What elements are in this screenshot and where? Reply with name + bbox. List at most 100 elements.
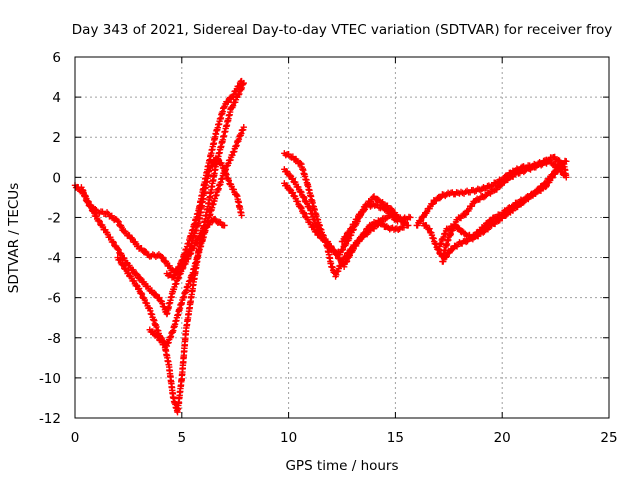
data-point-marker: [138, 290, 146, 298]
y-tick-label: -2: [48, 210, 61, 226]
y-tick-label: -10: [39, 371, 61, 387]
data-point-marker: [282, 151, 289, 159]
data-point-marker: [361, 230, 368, 237]
data-point-marker: [360, 207, 368, 214]
data-point-marker: [298, 205, 305, 212]
x-tick-label: 5: [178, 430, 187, 446]
data-point-marker: [300, 193, 307, 200]
data-point-marker: [460, 229, 467, 236]
chart-title: Day 343 of 2021, Sidereal Day-to-day VTE…: [72, 22, 612, 38]
data-point-marker: [109, 238, 116, 245]
data-point-marker: [96, 218, 103, 225]
data-point-marker: [130, 266, 137, 274]
x-tick-label: 25: [600, 430, 617, 446]
data-point-marker: [436, 194, 444, 202]
data-point-marker: [133, 271, 141, 278]
data-point-marker: [391, 212, 398, 219]
data-point-marker: [361, 206, 368, 213]
data-point-marker: [333, 250, 340, 258]
data-point-marker: [535, 187, 542, 194]
data-point-marker: [128, 234, 135, 241]
data-point-marker: [343, 258, 350, 266]
series-track-5: [163, 77, 245, 281]
data-point-marker: [115, 246, 122, 253]
x-tick-label: 15: [387, 430, 404, 446]
data-point-marker: [330, 247, 338, 254]
data-point-marker: [455, 224, 462, 231]
data-point-marker: [238, 212, 245, 219]
series-track-11: [419, 157, 568, 260]
data-point-marker: [176, 263, 183, 270]
data-point-marker: [171, 272, 178, 279]
data-point-marker: [125, 269, 132, 277]
data-point-marker: [481, 193, 489, 200]
data-point-marker: [295, 183, 302, 191]
data-point-marker: [480, 229, 487, 236]
series-track-13: [439, 160, 570, 265]
data-point-marker: [236, 82, 243, 90]
data-point-marker: [138, 289, 145, 297]
y-tick-label: -12: [39, 411, 61, 427]
data-point-marker: [395, 226, 402, 234]
data-point-marker: [135, 285, 143, 292]
series-track-9: [338, 201, 414, 245]
data-point-marker: [301, 210, 308, 217]
data-point-marker: [550, 171, 557, 178]
data-point-marker: [114, 245, 121, 253]
data-point-marker: [343, 258, 351, 265]
series-track-2: [78, 154, 245, 275]
y-tick-label: 6: [52, 50, 61, 66]
data-point-marker: [175, 264, 183, 271]
data-point-marker: [343, 233, 350, 240]
data-point-marker: [407, 214, 414, 221]
data-point-marker: [115, 218, 122, 225]
data-point-marker: [342, 240, 350, 248]
data-point-marker: [563, 174, 570, 181]
y-tick-label: -6: [48, 291, 61, 307]
data-point-marker: [520, 168, 528, 176]
y-tick-label: 0: [52, 170, 61, 186]
data-point-marker: [366, 221, 373, 229]
data-point-marker: [298, 189, 305, 196]
data-point-marker: [320, 234, 327, 242]
data-point-marker: [110, 239, 117, 246]
data-point-marker: [297, 159, 304, 167]
y-axis-label: SDTVAR / TECUs: [6, 183, 22, 293]
data-point-marker: [132, 270, 140, 277]
data-point-marker: [119, 260, 126, 268]
data-point-marker: [294, 198, 302, 205]
data-point-marker: [312, 228, 320, 235]
data-point-marker: [114, 217, 121, 225]
data-point-marker: [240, 123, 247, 131]
data-point-marker: [238, 77, 245, 85]
data-point-marker: [338, 247, 346, 254]
y-tick-label: 2: [52, 130, 61, 146]
data-point-marker: [118, 224, 125, 231]
data-point-marker: [462, 211, 470, 218]
data-point-marker: [129, 235, 136, 243]
y-tick-label: -4: [48, 251, 61, 267]
data-point-marker: [225, 177, 232, 184]
data-point-marker: [116, 256, 124, 264]
data-point-marker: [221, 222, 228, 229]
data-point-marker: [520, 199, 527, 206]
data-point-marker: [374, 195, 381, 203]
data-point-marker: [496, 183, 504, 190]
data-point-marker: [233, 191, 240, 199]
data-point-marker: [354, 215, 361, 223]
series-track-8: [281, 180, 408, 270]
data-point-marker: [405, 222, 412, 229]
y-tick-label: 4: [52, 90, 61, 106]
data-point-marker: [444, 226, 452, 234]
data-point-marker: [448, 246, 456, 253]
data-point-marker: [297, 204, 304, 211]
data-point-marker: [136, 274, 144, 282]
data-point-marker: [346, 252, 354, 259]
data-point-marker: [342, 234, 349, 241]
data-point-marker: [286, 171, 294, 179]
data-point-marker: [300, 209, 307, 216]
data-point-marker: [95, 217, 103, 224]
data-point-marker: [553, 167, 561, 175]
